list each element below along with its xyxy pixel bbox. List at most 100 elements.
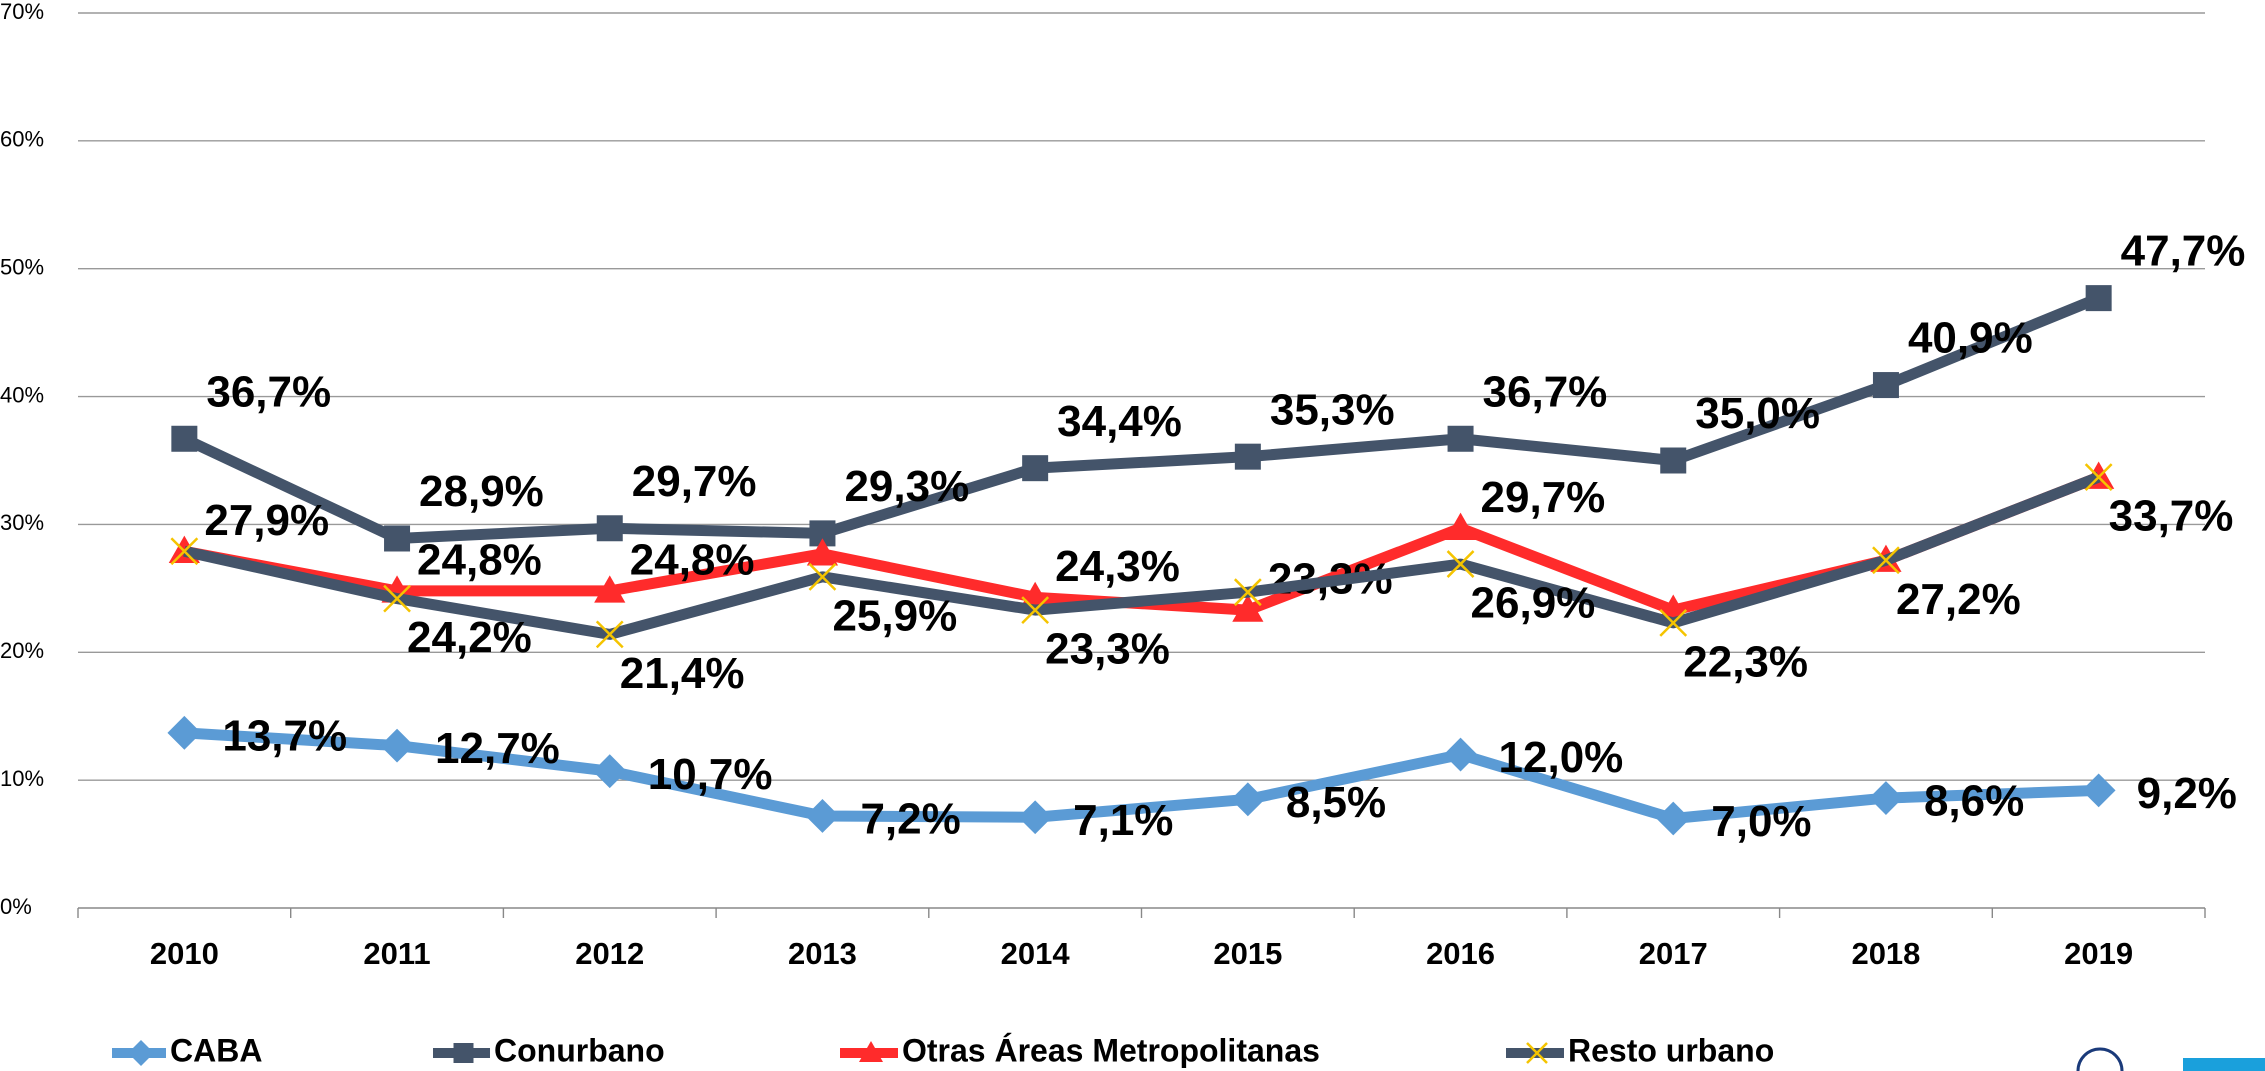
x-tick-label: 2016 bbox=[1426, 936, 1495, 971]
data-label: 34,4% bbox=[1057, 397, 1182, 446]
data-label: 26,9% bbox=[1471, 579, 1596, 628]
data-label: 7,1% bbox=[1073, 796, 1173, 845]
point-marker bbox=[1444, 512, 1477, 540]
point-marker bbox=[1018, 800, 1053, 835]
legend-marker bbox=[128, 1040, 154, 1066]
x-tick-label: 2010 bbox=[150, 936, 219, 971]
data-label: 24,8% bbox=[630, 536, 755, 585]
point-marker bbox=[596, 515, 623, 542]
point-marker bbox=[2084, 463, 2113, 492]
legend-marker bbox=[859, 1041, 883, 1062]
data-label: 8,6% bbox=[1924, 777, 2024, 826]
data-label: 24,2% bbox=[407, 613, 532, 662]
data-label: 35,3% bbox=[1270, 385, 1395, 434]
point-marker bbox=[2081, 773, 2116, 808]
x-tick-label: 2013 bbox=[788, 936, 857, 971]
data-label: 25,9% bbox=[832, 591, 957, 640]
series-line bbox=[184, 727, 2099, 824]
point-marker bbox=[171, 425, 198, 452]
legend-marker bbox=[1526, 1042, 1548, 1064]
point-marker bbox=[594, 575, 626, 603]
data-label: 23,3% bbox=[1045, 625, 1170, 674]
y-tick-label: 0% bbox=[0, 894, 32, 919]
point-marker bbox=[170, 537, 199, 566]
point-marker bbox=[1232, 594, 1264, 622]
data-label: 10,7% bbox=[648, 750, 773, 799]
data-label: 24,8% bbox=[417, 536, 542, 585]
legend-marker bbox=[453, 1043, 474, 1063]
data-label: 47,7% bbox=[2121, 227, 2246, 276]
point-marker bbox=[1447, 425, 1474, 452]
y-tick-label: 10% bbox=[0, 766, 44, 791]
series: 13,7% 12,7% 10,7% 7,2% 7,1% 8,5% 12,0% 7,0% 8,6%… bbox=[167, 711, 2237, 846]
point-marker bbox=[1872, 372, 1899, 399]
point-marker bbox=[805, 799, 840, 833]
y-tick-label: 30% bbox=[0, 510, 44, 535]
y-tick-label: 50% bbox=[0, 255, 44, 280]
point-marker bbox=[806, 538, 839, 566]
point-marker bbox=[380, 728, 414, 763]
y-tick-label: 20% bbox=[0, 638, 44, 663]
data-label: 21,4% bbox=[620, 649, 745, 698]
data-label: 29,7% bbox=[632, 457, 757, 506]
point-marker bbox=[1872, 546, 1900, 575]
data-label: 24,3% bbox=[1055, 542, 1180, 591]
point-marker bbox=[1234, 443, 1261, 470]
point-marker bbox=[1660, 447, 1687, 474]
data-label: 7,0% bbox=[1711, 797, 1811, 846]
point-marker bbox=[595, 620, 624, 649]
point-marker bbox=[1446, 550, 1475, 578]
y-tick-label: 60% bbox=[0, 127, 44, 152]
point-marker bbox=[1021, 596, 1050, 624]
point-marker bbox=[1659, 608, 1688, 637]
series: 36,7% 28,9% 29,7% 29,3% 34,4% 35,3% 36,7% 35,0%… bbox=[171, 227, 2245, 552]
series-line bbox=[183, 471, 2101, 640]
point-marker bbox=[1869, 781, 1903, 815]
data-label: 27,2% bbox=[1896, 575, 2021, 624]
logo bbox=[2076, 1047, 2124, 1071]
point-marker bbox=[2085, 285, 2112, 312]
data-label: 9,2% bbox=[2137, 769, 2237, 818]
x-tick-label: 2019 bbox=[2064, 936, 2133, 971]
data-label: 40,9% bbox=[1908, 314, 2033, 363]
point-marker bbox=[384, 525, 411, 552]
data-label: 29,3% bbox=[844, 462, 969, 511]
data-label: 8,5% bbox=[1286, 778, 1386, 827]
series-line bbox=[182, 293, 2101, 544]
data-label: 12,0% bbox=[1499, 733, 1624, 782]
x-tick-label: 2017 bbox=[1639, 936, 1708, 971]
data-label: 36,7% bbox=[1483, 367, 1608, 416]
x-tick-label: 2011 bbox=[363, 936, 430, 971]
data-label: 7,2% bbox=[860, 795, 960, 844]
series: 24,2% 21,4% 25,9% 23,3% 26,9% 22,3% 27,2% 33,7% bbox=[170, 463, 2234, 698]
point-marker bbox=[1230, 782, 1265, 817]
point-marker bbox=[592, 754, 627, 789]
legend-label: Otras Áreas Metropolitanas bbox=[902, 1032, 1320, 1068]
point-marker bbox=[1656, 801, 1691, 836]
data-label: 13,7% bbox=[222, 711, 347, 760]
data-label: 22,3% bbox=[1683, 638, 1808, 687]
legend-label: CABA bbox=[170, 1032, 262, 1068]
data-label: 28,9% bbox=[419, 467, 544, 516]
x-tick-label: 2015 bbox=[1213, 936, 1282, 971]
data-label: 12,7% bbox=[435, 724, 560, 773]
legend-label: Conurbano bbox=[494, 1032, 665, 1068]
data-label: 33,7% bbox=[2109, 492, 2234, 541]
logo-bar bbox=[2183, 1058, 2265, 1071]
point-marker bbox=[167, 715, 202, 750]
x-tick-label: 2018 bbox=[1851, 936, 1920, 971]
y-tick-label: 70% bbox=[0, 0, 44, 24]
point-marker bbox=[1443, 737, 1478, 772]
y-tick-label: 40% bbox=[0, 382, 44, 407]
legend-label: Resto urbano bbox=[1568, 1032, 1774, 1068]
point-marker bbox=[1233, 578, 1262, 607]
data-label: 29,7% bbox=[1481, 473, 1606, 522]
data-label: 27,9% bbox=[204, 496, 329, 545]
point-marker bbox=[808, 562, 837, 591]
data-label: 36,7% bbox=[206, 367, 331, 416]
data-label: 35,0% bbox=[1695, 389, 1820, 438]
point-marker bbox=[383, 584, 411, 613]
x-tick-label: 2012 bbox=[575, 936, 644, 971]
x-tick-label: 2014 bbox=[1001, 936, 1071, 971]
